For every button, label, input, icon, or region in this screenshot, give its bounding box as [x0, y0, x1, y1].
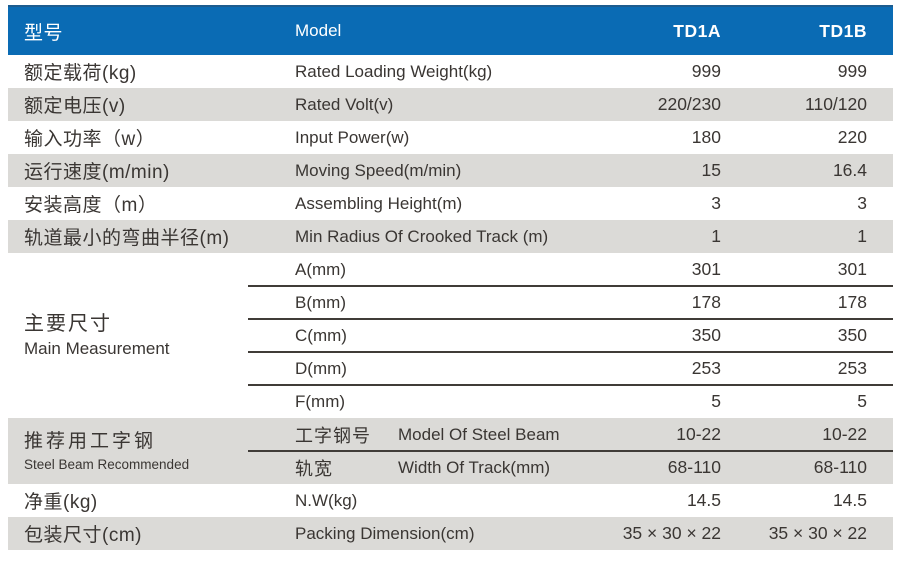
dimension-row-c: C(mm) 350 350 — [293, 319, 893, 352]
row-divider — [248, 351, 893, 353]
row-label-en: Rated Loading Weight(kg) — [295, 61, 493, 81]
value-td1b: 110/120 — [805, 94, 867, 114]
header-model-zh: 型号 — [24, 22, 64, 44]
value-td1b: 14.5 — [832, 490, 867, 510]
row-label-en: Rated Volt(v) — [295, 94, 394, 114]
value-td1b: 350 — [837, 325, 867, 345]
value-td1a: 3 — [711, 193, 721, 213]
row-label-zh: 额定电压(v) — [24, 96, 126, 117]
value-td1a: 253 — [691, 358, 721, 378]
dimension-row-f: F(mm) 5 5 — [293, 385, 893, 418]
value-td1a: 14.5 — [686, 490, 721, 510]
track-width-row: 轨宽 Width Of Track(mm) 68-110 68-110 — [293, 451, 893, 484]
row-label-zh: 输入功率（w） — [24, 129, 156, 150]
value-td1a: 350 — [691, 325, 721, 345]
value-td1b: 253 — [837, 358, 867, 378]
dimension-label: B(mm) — [295, 292, 346, 312]
section-label-zh: 主要尺寸 — [24, 313, 112, 336]
row-label-zh: 运行速度(m/min) — [24, 162, 170, 183]
value-td1a: 220/230 — [657, 94, 721, 114]
steel-beam-header-cell: 推荐用工字钢 Steel Beam Recommended — [8, 418, 293, 484]
value-td1b: 3 — [857, 193, 867, 213]
value-td1b: 220 — [837, 127, 867, 147]
table-header-row: 型号 Model TD1A TD1B — [8, 5, 893, 55]
value-td1a: 999 — [691, 61, 721, 81]
row-label-en: Moving Speed(m/min) — [295, 160, 462, 180]
spec-row-assembling-height: 安装高度（m） Assembling Height(m) 3 3 — [8, 187, 893, 220]
row-label-zh: 安装高度（m） — [24, 195, 158, 216]
value-td1b: 68-110 — [813, 457, 867, 477]
row-label-zh: 额定载荷(kg) — [24, 63, 137, 84]
value-td1a: 180 — [691, 127, 721, 147]
spec-row-packing-dimension: 包装尺寸(cm) Packing Dimension(cm) 35 × 30 ×… — [8, 517, 893, 550]
dimension-row-b: B(mm) 178 178 — [293, 286, 893, 319]
value-td1a: 10-22 — [676, 424, 721, 444]
row-label-en: Min Radius Of Crooked Track (m) — [295, 226, 549, 246]
row-divider — [248, 450, 893, 452]
row-label-zh: 净重(kg) — [24, 492, 98, 513]
header-model-en: Model — [295, 21, 342, 40]
dimension-label: F(mm) — [295, 391, 346, 411]
section-label-en: Main Measurement — [24, 339, 170, 359]
value-td1b: 16.4 — [832, 160, 867, 180]
subrow-label-zh: 工字钢号 — [295, 425, 371, 446]
spec-row-moving-speed: 运行速度(m/min) Moving Speed(m/min) 15 16.4 — [8, 154, 893, 187]
value-td1a: 178 — [691, 292, 721, 312]
section-label-en: Steel Beam Recommended — [24, 456, 190, 472]
row-divider — [248, 384, 893, 386]
value-td1b: 999 — [837, 61, 867, 81]
value-td1a: 15 — [701, 160, 721, 180]
value-td1a: 68-110 — [667, 457, 721, 477]
row-label-zh: 包装尺寸(cm) — [24, 525, 142, 546]
spec-row-input-power: 输入功率（w） Input Power(w) 180 220 — [8, 121, 893, 154]
subrow-label-en: Width Of Track(mm) — [398, 457, 551, 477]
main-measurement-section: 主要尺寸 Main Measurement A(mm) 301 301 B(mm… — [8, 253, 893, 418]
header-column-td1a: TD1A — [673, 20, 721, 41]
row-label-en: Packing Dimension(cm) — [295, 523, 475, 543]
subrow-label-zh: 轨宽 — [295, 458, 333, 479]
dimension-label: A(mm) — [295, 259, 346, 279]
spec-row-min-radius: 轨道最小的弯曲半径(m) Min Radius Of Crooked Track… — [8, 220, 893, 253]
steel-beam-section: 推荐用工字钢 Steel Beam Recommended 工字钢号 Model… — [8, 418, 893, 484]
steel-beam-rows: 工字钢号 Model Of Steel Beam 10-22 10-22 轨宽 … — [293, 418, 893, 484]
value-td1a: 35 × 30 × 22 — [622, 523, 721, 543]
value-td1b: 5 — [857, 391, 867, 411]
value-td1a: 1 — [711, 226, 721, 246]
value-td1b: 35 × 30 × 22 — [768, 523, 867, 543]
main-measurement-header-cell: 主要尺寸 Main Measurement — [8, 253, 293, 418]
row-divider — [248, 285, 893, 287]
value-td1b: 301 — [837, 259, 867, 279]
spec-table: 型号 Model TD1A TD1B 额定载荷(kg) Rated Loadin… — [8, 5, 893, 550]
spec-row-rated-loading-weight: 额定载荷(kg) Rated Loading Weight(kg) 999 99… — [8, 55, 893, 88]
spec-row-rated-volt: 额定电压(v) Rated Volt(v) 220/230 110/120 — [8, 88, 893, 121]
value-td1a: 5 — [711, 391, 721, 411]
value-td1b: 1 — [857, 226, 867, 246]
dimension-row-a: A(mm) 301 301 — [293, 253, 893, 286]
row-label-zh: 轨道最小的弯曲半径(m) — [24, 228, 230, 249]
row-label-en: N.W(kg) — [295, 490, 358, 510]
steel-beam-model-row: 工字钢号 Model Of Steel Beam 10-22 10-22 — [293, 418, 893, 451]
row-label-en: Input Power(w) — [295, 127, 410, 147]
dimension-label: C(mm) — [295, 325, 347, 345]
value-td1b: 178 — [837, 292, 867, 312]
section-label-zh: 推荐用工字钢 — [24, 430, 157, 452]
subrow-label-en: Model Of Steel Beam — [398, 424, 560, 444]
header-column-td1b: TD1B — [819, 20, 867, 41]
dimension-label: D(mm) — [295, 358, 347, 378]
main-measurement-rows: A(mm) 301 301 B(mm) 178 178 C(mm) 350 35… — [293, 253, 893, 418]
row-label-en: Assembling Height(m) — [295, 193, 463, 213]
spec-row-net-weight: 净重(kg) N.W(kg) 14.5 14.5 — [8, 484, 893, 517]
value-td1a: 301 — [691, 259, 721, 279]
dimension-row-d: D(mm) 253 253 — [293, 352, 893, 385]
row-divider — [248, 318, 893, 320]
value-td1b: 10-22 — [822, 424, 867, 444]
